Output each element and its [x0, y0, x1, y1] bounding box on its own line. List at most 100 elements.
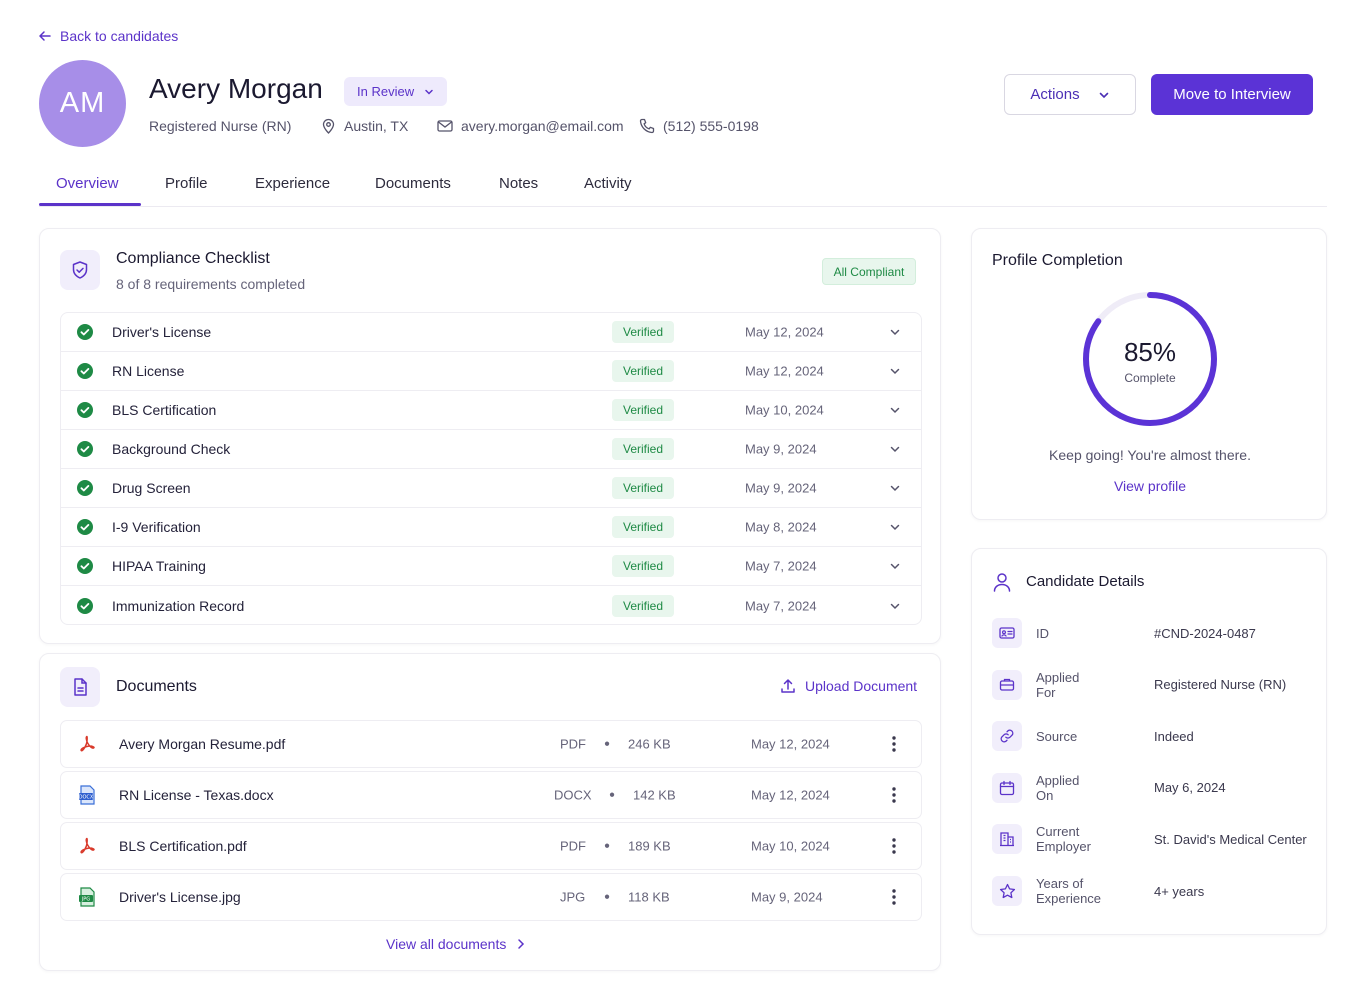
upload-icon — [781, 679, 795, 693]
expand-chevron-icon[interactable] — [889, 560, 901, 572]
back-link-label: Back to candidates — [60, 28, 179, 44]
detail-value: St. David's Medical Center — [1154, 831, 1307, 847]
candidate-details-card: Candidate Details ID #CND-2024-0487 Applie… — [971, 548, 1327, 935]
compliance-row[interactable]: RN License Verified May 12, 2024 — [61, 352, 921, 391]
more-vertical-icon[interactable] — [891, 837, 897, 855]
tab-activity[interactable]: Activity — [584, 175, 632, 192]
check-circle-icon — [76, 401, 94, 419]
completion-label: Complete — [1124, 371, 1176, 385]
verified-date: May 7, 2024 — [745, 558, 817, 574]
document-name: RN License - Texas.docx — [119, 787, 274, 803]
expand-chevron-icon[interactable] — [889, 521, 901, 533]
calendar-icon — [992, 772, 1022, 803]
shield-check-icon — [72, 261, 88, 279]
expand-chevron-icon[interactable] — [889, 482, 901, 494]
pdf-icon — [76, 734, 98, 754]
compliance-row[interactable]: Driver's License Verified May 12, 2024 — [61, 313, 921, 352]
requirement-name: BLS Certification — [112, 402, 217, 418]
more-vertical-icon[interactable] — [891, 888, 897, 906]
check-circle-icon — [76, 440, 94, 458]
documents-list: Avery Morgan Resume.pdf PDF ● 246 KB May 12,… — [60, 720, 922, 924]
phone-icon — [639, 118, 655, 134]
chevron-down-icon — [425, 89, 433, 95]
move-to-interview-button[interactable]: Move to Interview — [1151, 74, 1313, 115]
candidate-phone[interactable]: (512) 555-0198 — [639, 118, 759, 134]
verified-date: May 12, 2024 — [745, 363, 824, 379]
detail-row: Source Indeed — [992, 721, 1194, 752]
tab-documents[interactable]: Documents — [375, 175, 451, 192]
candidate-email[interactable]: avery.morgan@email.com — [437, 118, 624, 134]
compliance-row[interactable]: Background Check Verified May 9, 2024 — [61, 430, 921, 469]
document-size: 246 KB — [628, 736, 671, 752]
requirement-name: HIPAA Training — [112, 558, 206, 574]
detail-value: #CND-2024-0487 — [1154, 625, 1256, 641]
expand-chevron-icon[interactable] — [889, 443, 901, 455]
verified-badge: Verified — [612, 399, 674, 421]
profile-completion-title: Profile Completion — [992, 252, 1123, 269]
compliance-row[interactable]: Immunization Record Verified May 7, 2024 — [61, 586, 921, 624]
documents-title: Documents — [116, 678, 197, 695]
briefcase-icon — [992, 669, 1022, 700]
upload-document-button[interactable]: Upload Document — [780, 678, 917, 694]
compliance-row[interactable]: BLS Certification Verified May 10, 2024 — [61, 391, 921, 430]
completion-ring-progress — [1083, 292, 1217, 426]
tab-notes[interactable]: Notes — [499, 175, 539, 192]
verified-date: May 9, 2024 — [745, 441, 817, 457]
compliance-row[interactable]: Drug Screen Verified May 9, 2024 — [61, 469, 921, 508]
detail-label: Years of Experience — [1036, 876, 1102, 906]
document-icon-box — [60, 667, 100, 707]
verified-date: May 8, 2024 — [745, 519, 817, 535]
more-vertical-icon[interactable] — [891, 735, 897, 753]
compliance-row[interactable]: I-9 Verification Verified May 8, 2024 — [61, 508, 921, 547]
chevron-right-icon — [518, 939, 525, 949]
svg-text:DOCX: DOCX — [79, 795, 94, 801]
requirement-name: Drug Screen — [112, 480, 191, 496]
docx-icon: DOCX — [76, 784, 98, 806]
view-profile-link[interactable]: View profile — [1113, 478, 1187, 494]
compliance-list: Driver's License Verified May 12, 2024 RN L… — [60, 312, 922, 625]
view-all-documents-link[interactable]: View all documents — [386, 936, 526, 952]
verified-date: May 10, 2024 — [745, 402, 824, 418]
verified-badge: Verified — [612, 555, 674, 577]
svg-text:JPG: JPG — [81, 897, 90, 903]
detail-row: Applied On May 6, 2024 — [992, 772, 1226, 803]
check-circle-icon — [76, 518, 94, 536]
chevron-down-icon — [1099, 92, 1108, 98]
separator-dot: ● — [604, 891, 611, 903]
actions-dropdown-button[interactable]: Actions — [1004, 74, 1136, 115]
all-compliant-badge: All Compliant — [822, 258, 916, 285]
detail-label: Applied On — [1036, 772, 1080, 803]
expand-chevron-icon[interactable] — [889, 600, 901, 612]
expand-chevron-icon[interactable] — [889, 365, 901, 377]
verified-badge: Verified — [612, 360, 674, 382]
avatar: AM — [39, 60, 126, 147]
detail-row: Current Employer St. David's Medical Cent… — [992, 824, 1307, 855]
document-row[interactable]: BLS Certification.pdf PDF ● 189 KB May 10, 2… — [60, 822, 922, 870]
verified-badge: Verified — [612, 477, 674, 499]
document-row[interactable]: Avery Morgan Resume.pdf PDF ● 246 KB May 12,… — [60, 720, 922, 768]
tab-overview[interactable]: Overview — [56, 175, 119, 192]
document-row[interactable]: DOCX RN License - Texas.docx DOCX ● 142 KB Ma… — [60, 771, 922, 819]
tab-experience[interactable]: Experience — [255, 175, 331, 192]
more-vertical-icon[interactable] — [891, 786, 897, 804]
detail-row: Applied For Registered Nurse (RN) — [992, 669, 1286, 700]
document-date: May 12, 2024 — [751, 787, 830, 803]
file-text-icon — [74, 678, 87, 696]
back-to-candidates-link[interactable]: Back to candidates — [38, 28, 178, 44]
document-type: DOCX — [554, 787, 592, 803]
candidate-name: Avery Morgan — [149, 73, 323, 104]
document-name: BLS Certification.pdf — [119, 838, 247, 854]
detail-label: Source — [1036, 728, 1078, 744]
expand-chevron-icon[interactable] — [889, 404, 901, 416]
compliance-row[interactable]: HIPAA Training Verified May 7, 2024 — [61, 547, 921, 586]
documents-card: Documents Upload Document Avery Morgan R… — [39, 653, 941, 971]
document-row[interactable]: JPG Driver's License.jpg JPG ● 118 KB May 9, … — [60, 873, 922, 921]
status-dropdown[interactable]: In Review — [344, 77, 448, 106]
verified-badge: Verified — [612, 594, 674, 617]
separator-dot: ● — [604, 738, 611, 750]
verified-badge: Verified — [612, 438, 674, 460]
expand-chevron-icon[interactable] — [889, 326, 901, 338]
detail-label: Current Employer — [1036, 824, 1091, 855]
tab-profile[interactable]: Profile — [165, 175, 208, 192]
detail-row: ID #CND-2024-0487 — [992, 618, 1256, 648]
